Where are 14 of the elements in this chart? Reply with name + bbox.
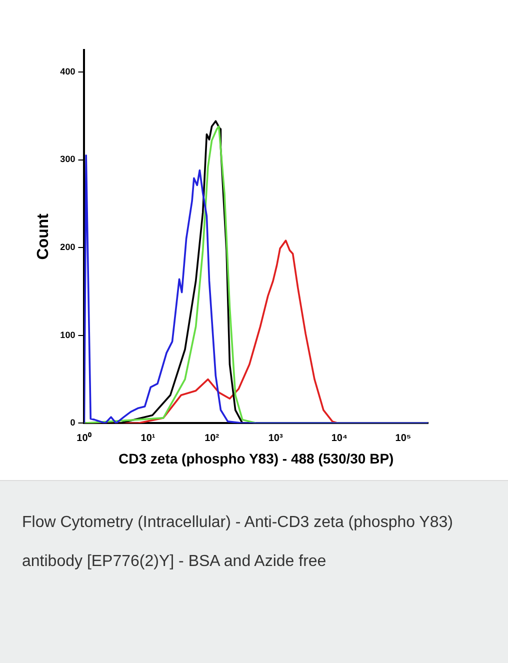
- x-tick-label: 10⁴: [331, 432, 348, 444]
- x-axis-title: CD3 zeta (phospho Y83) - 488 (530/30 BP): [118, 450, 394, 466]
- x-tick-label: 10⁰: [76, 432, 92, 444]
- x-tick-label: 10¹: [140, 432, 156, 444]
- y-tick-label: 400: [60, 66, 76, 76]
- y-tick-label: 300: [60, 154, 76, 164]
- x-tick-label: 10⁵: [395, 432, 412, 444]
- x-tick-label: 10³: [268, 432, 284, 444]
- y-tick-label: 100: [60, 330, 76, 340]
- text: Flow Cytometry (Intracellular) - Anti-CD3 zeta (phospho Y83) antibody [EP776(2)Y] - BSA and Azide free: [22, 514, 453, 570]
- x-tick-label: 10²: [204, 432, 220, 444]
- y-tick-label: 200: [60, 242, 76, 252]
- y-tick-label: 0: [70, 418, 76, 428]
- y-axis-title: Count: [35, 212, 52, 260]
